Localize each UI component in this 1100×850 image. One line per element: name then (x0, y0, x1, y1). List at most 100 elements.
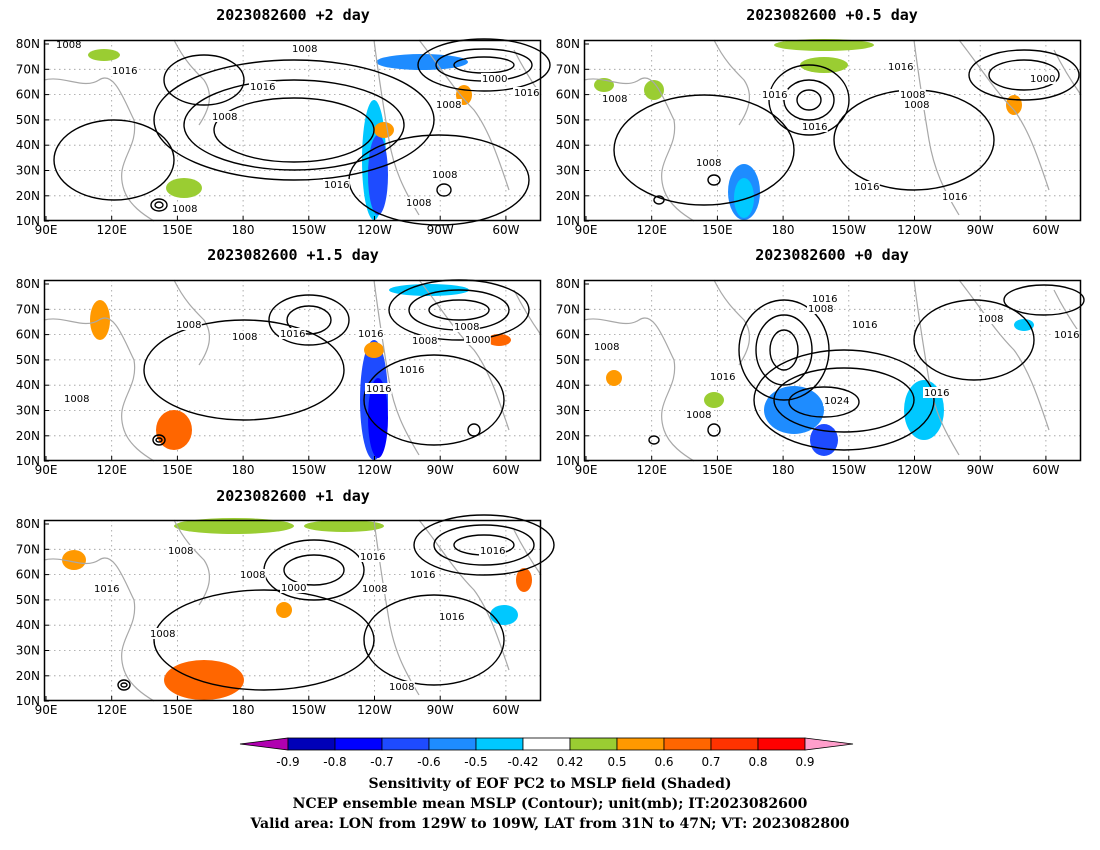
mslp-contour (753, 349, 935, 451)
mslp-contour (433, 524, 535, 566)
lon-tick-label: 120E (96, 463, 127, 477)
coastlines (43, 279, 542, 462)
lat-tick-label: 40N (16, 618, 40, 632)
map-frame (583, 39, 1082, 222)
lon-tick-label: 120W (897, 463, 932, 477)
lat-tick-label: 50N (16, 593, 40, 607)
lat-tick-label: 80N (556, 277, 580, 291)
contour-label: 1008 (64, 394, 89, 405)
lat-tick-label: 80N (16, 277, 40, 291)
mslp-contour (796, 89, 822, 111)
lat-tick-label: 30N (556, 404, 580, 418)
mslp-contour (213, 97, 375, 163)
lat-tick-label: 10N (16, 214, 40, 228)
contour-label: 1000 (281, 583, 306, 594)
lon-tick-label: 120E (96, 703, 127, 717)
contour-label: 1008 (389, 682, 414, 693)
sensitivity-shade (644, 80, 664, 100)
contour-label: 1008 (900, 90, 925, 101)
contour-label: 1008 (176, 320, 201, 331)
lon-tick-label: 180 (232, 703, 255, 717)
colorbar-segment (757, 737, 806, 751)
lon-tick-label: 90E (35, 703, 58, 717)
mslp-contour (988, 59, 1060, 91)
contour-label: 1000 (482, 74, 507, 85)
lon-tick-label: 120W (357, 703, 392, 717)
mslp-contour (648, 435, 660, 445)
colorbar-tick-label: -0.7 (370, 755, 393, 769)
contour-label: 1008 (232, 332, 257, 343)
contour-label: 1008 (432, 170, 457, 181)
colorbar-tick-label: 0.8 (748, 755, 767, 769)
lon-tick-label: 150E (702, 463, 733, 477)
contour-label: 1008 (594, 342, 619, 353)
panel-title-p1: 2023082600 +2 day (216, 6, 370, 24)
mslp-contour (428, 299, 490, 321)
sensitivity-shade (1014, 319, 1034, 331)
lat-tick-label: 50N (16, 353, 40, 367)
contour-label: 1016 (399, 365, 424, 376)
lat-tick-label: 80N (16, 517, 40, 531)
mslp-contour (155, 437, 163, 443)
contour-label: 1008 (150, 629, 175, 640)
contour-label: 1016 (358, 329, 383, 340)
colorbar: -0.9 -0.8 -0.7 -0.6 -0.5 -0.42 0.42 0.5 0.6 0.7 0.… (239, 737, 854, 769)
map-frame (583, 279, 1082, 462)
panel-title-p2: 2023082600 +0.5 day (746, 6, 918, 24)
contour-label: 1008 (292, 44, 317, 55)
lon-tick-label: 60W (1032, 463, 1059, 477)
sensitivity-shade (374, 122, 394, 138)
sensitivity-shade (368, 135, 388, 215)
sensitivity-shade (516, 568, 532, 592)
mslp-contour (363, 354, 505, 446)
contour-label: 1016 (852, 320, 877, 331)
contour-label: 1024 (824, 396, 849, 407)
lat-tick-label: 70N (556, 62, 580, 76)
lat-tick-label: 20N (16, 429, 40, 443)
colorbar-segment (334, 737, 383, 751)
sensitivity-shade (734, 178, 754, 218)
mslp-contour (268, 294, 350, 346)
sensitivity-shade (174, 518, 294, 534)
map-frame (43, 519, 542, 702)
colorbar-left-arrow (239, 737, 289, 751)
lat-tick-label: 50N (16, 113, 40, 127)
panel-title-p5: 2023082600 +1 day (216, 487, 370, 505)
mslp-contour (769, 329, 799, 371)
lat-tick-label: 40N (16, 138, 40, 152)
contour-label: 1016 (710, 372, 735, 383)
lon-tick-label: 180 (772, 463, 795, 477)
lon-tick-label: 180 (232, 223, 255, 237)
sensitivity-shade (276, 602, 292, 618)
sensitivity-shade (800, 57, 848, 73)
contour-label: 1016 (762, 90, 787, 101)
mslp-contour (283, 554, 345, 586)
sensitivity-shade (62, 550, 86, 570)
contour-label: 1016 (802, 122, 827, 133)
mslp-contour (117, 679, 131, 691)
lat-tick-label: 60N (556, 328, 580, 342)
contour-label: 1008 (436, 100, 461, 111)
lat-tick-label: 10N (556, 214, 580, 228)
lat-tick-label: 20N (556, 429, 580, 443)
contour-label: 1008 (168, 546, 193, 557)
contour-label: 1008 (978, 314, 1003, 325)
lon-tick-label: 60W (1032, 223, 1059, 237)
lat-tick-label: 10N (16, 694, 40, 708)
caption-line-2: NCEP ensemble mean MSLP (Contour); unit(… (292, 796, 808, 812)
lat-tick-label: 30N (556, 164, 580, 178)
mslp-contour (755, 314, 813, 386)
mslp-contour (653, 195, 665, 205)
colorbar-segment (663, 737, 712, 751)
caption-line-1: Sensitivity of EOF PC2 to MSLP field (Sh… (368, 776, 732, 792)
lon-tick-label: 60W (492, 223, 519, 237)
contour-label: 1008 (406, 198, 431, 209)
map-frame (43, 39, 542, 222)
sensitivity-shade (490, 605, 518, 625)
map-panel-p1: 1008 1016 1008 1016 1008 1000 1016 1008 1016 1008… (16, 37, 551, 237)
lon-tick-label: 90E (575, 223, 598, 237)
contour-label: 1000 (465, 335, 490, 346)
colorbar-tick-label: -0.8 (323, 755, 346, 769)
colorbar-tick-label: -0.42 (507, 755, 538, 769)
